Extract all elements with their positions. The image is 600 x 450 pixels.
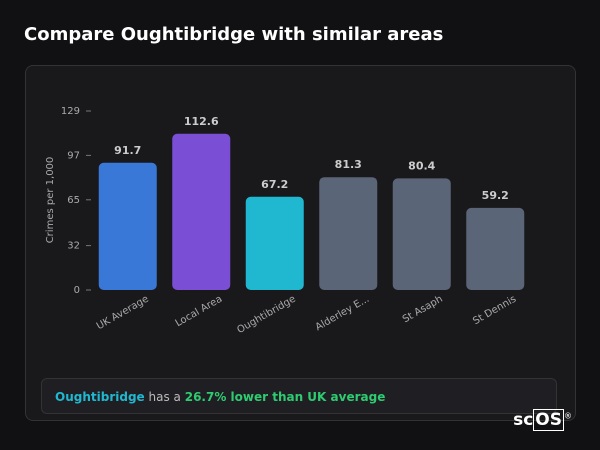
bar bbox=[245, 196, 304, 290]
y-axis-label: Crimes per 1,000 bbox=[45, 157, 56, 244]
value-label: 91.7 bbox=[114, 144, 141, 157]
y-tick-label: 97 bbox=[67, 150, 80, 161]
y-tick-label: 0 bbox=[74, 285, 80, 296]
bar bbox=[98, 162, 157, 290]
y-tick-label: 65 bbox=[67, 195, 80, 206]
x-tick-label: Local Area bbox=[174, 294, 225, 330]
bar bbox=[466, 207, 525, 290]
logo: sc OS ® bbox=[513, 409, 572, 431]
value-label: 67.2 bbox=[261, 178, 288, 191]
x-tick-label: St Asaph bbox=[401, 294, 445, 326]
bar bbox=[172, 133, 231, 290]
value-label: 112.6 bbox=[184, 115, 219, 128]
value-label: 80.4 bbox=[408, 159, 435, 172]
summary-area: Oughtibridge bbox=[55, 390, 145, 404]
summary-connector: has a bbox=[148, 390, 181, 404]
x-tick-label: St Dennis bbox=[471, 294, 518, 328]
y-tick-label: 129 bbox=[61, 106, 80, 117]
value-label: 59.2 bbox=[482, 189, 509, 202]
y-tick-label: 32 bbox=[67, 241, 80, 252]
summary-box: Oughtibridge has a 26.7% lower than UK a… bbox=[41, 378, 557, 414]
logo-mark: ® bbox=[564, 411, 572, 421]
x-tick-label: Alderley E... bbox=[314, 294, 372, 334]
bar bbox=[319, 177, 378, 290]
logo-prefix: sc bbox=[513, 410, 534, 430]
bar bbox=[392, 178, 451, 290]
logo-boxed: OS bbox=[533, 409, 564, 431]
page-title: Compare Oughtibridge with similar areas bbox=[24, 24, 444, 45]
summary-highlight: 26.7% lower than UK average bbox=[184, 390, 386, 404]
x-tick-label: UK Average bbox=[95, 294, 151, 333]
value-label: 81.3 bbox=[335, 158, 362, 171]
x-tick-label: Oughtibridge bbox=[235, 294, 297, 336]
